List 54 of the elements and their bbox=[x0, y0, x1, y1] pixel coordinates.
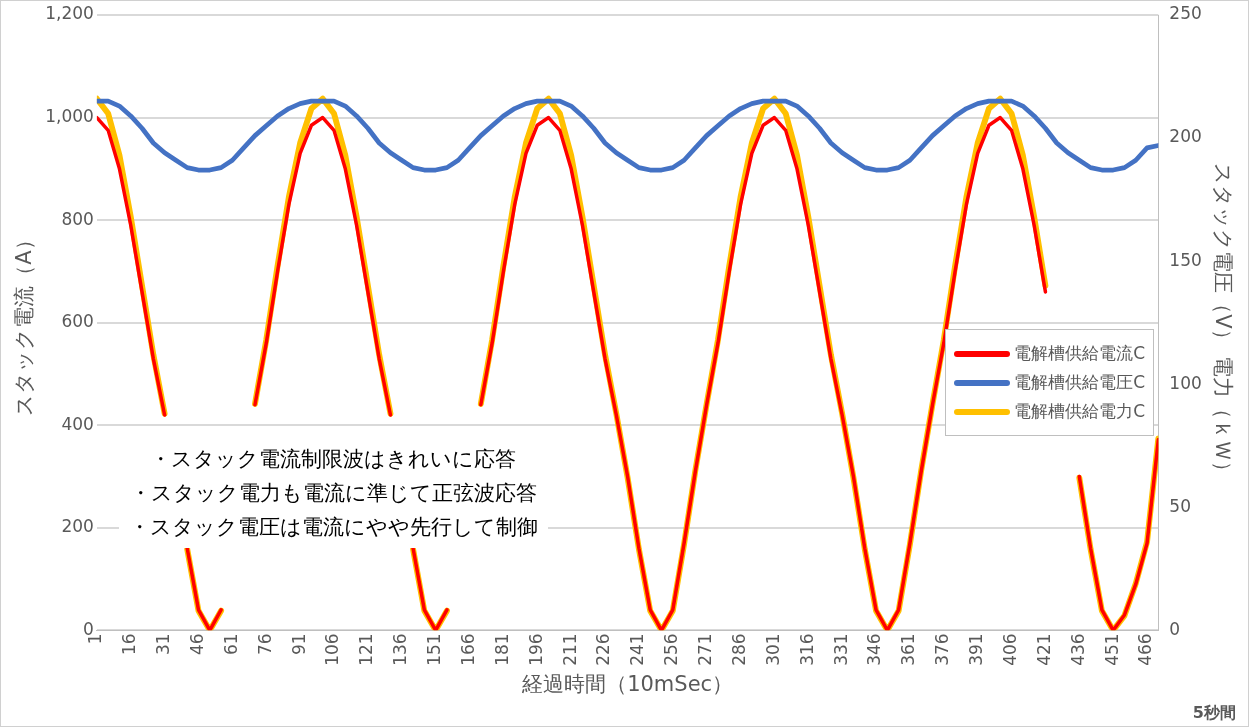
annotation: ・スタック電流制限波はきれいに応答 bbox=[149, 445, 518, 473]
legend-label: 電解槽供給電圧C bbox=[1014, 371, 1146, 395]
x-tick-label: 181 bbox=[491, 633, 512, 666]
x-tick-label: 211 bbox=[559, 633, 580, 666]
y-tick-label: 600 bbox=[61, 311, 94, 332]
y2-tick-label: 250 bbox=[1169, 3, 1202, 24]
x-tick-label: 61 bbox=[220, 633, 241, 655]
x-tick-label: 421 bbox=[1033, 633, 1054, 666]
y-tick-label: 200 bbox=[61, 516, 94, 537]
y-tick-label: 1,200 bbox=[45, 3, 94, 24]
y2-tick-label: 50 bbox=[1169, 495, 1191, 516]
x-tick-label: 391 bbox=[966, 633, 987, 666]
x-tick-label: 121 bbox=[356, 633, 377, 666]
x-tick-label: 76 bbox=[254, 633, 275, 655]
legend-label: 電解槽供給電流C bbox=[1014, 342, 1146, 366]
x-tick-label: 46 bbox=[186, 633, 207, 655]
y-tick-label: 0 bbox=[83, 618, 94, 639]
x-tick-label: 406 bbox=[999, 633, 1020, 666]
y2-tick-label: 100 bbox=[1169, 372, 1202, 393]
x-tick-label: 271 bbox=[695, 633, 716, 666]
x-tick-label: 106 bbox=[322, 633, 343, 666]
x-axis-title: 経過時間（10mSec） bbox=[521, 671, 734, 696]
x-tick-label: 91 bbox=[288, 633, 309, 655]
x-tick-label: 256 bbox=[661, 633, 682, 666]
y2-tick-label: 200 bbox=[1169, 126, 1202, 147]
y-tick-label: 400 bbox=[61, 413, 94, 434]
x-tick-label: 376 bbox=[932, 633, 953, 666]
x-tick-label: 286 bbox=[728, 633, 749, 666]
x-tick-label: 226 bbox=[593, 633, 614, 666]
y2-tick-label: 150 bbox=[1169, 249, 1202, 270]
x-tick-label: 16 bbox=[119, 633, 140, 655]
x-tick-label: 301 bbox=[762, 633, 783, 666]
x-tick-label: 31 bbox=[153, 633, 174, 655]
x-tick-label: 466 bbox=[1135, 633, 1156, 666]
legend-label: 電解槽供給電力C bbox=[1014, 400, 1146, 424]
x-tick-label: 151 bbox=[424, 633, 445, 666]
x-tick-label: 361 bbox=[898, 633, 919, 666]
y2-tick-label: 0 bbox=[1169, 618, 1181, 639]
x-tick-label: 331 bbox=[830, 633, 851, 666]
x-tick-label: 451 bbox=[1101, 633, 1122, 666]
y2-axis-title: スタック電圧（V） 電力（ｋＷ） bbox=[1210, 163, 1235, 483]
x-tick-label: 346 bbox=[864, 633, 885, 666]
y-tick-label: 1,000 bbox=[45, 105, 94, 126]
x-tick-label: 316 bbox=[796, 633, 817, 666]
x-tick-label: 436 bbox=[1067, 633, 1088, 666]
y-axis-title: スタック電流（A） bbox=[12, 229, 37, 416]
x-tick-label: 166 bbox=[457, 633, 478, 666]
x-tick-label: 136 bbox=[390, 633, 411, 666]
annotation: ・スタック電圧は電流にやや先行して制御 bbox=[128, 513, 538, 541]
x-tick-label: 196 bbox=[525, 633, 546, 666]
x-tick-label: 241 bbox=[627, 633, 648, 666]
text: 5秒間 bbox=[1192, 703, 1236, 724]
y-tick-label: 800 bbox=[61, 208, 94, 229]
annotation: ・スタック電力も電流に準じて正弦波応答 bbox=[128, 479, 538, 507]
